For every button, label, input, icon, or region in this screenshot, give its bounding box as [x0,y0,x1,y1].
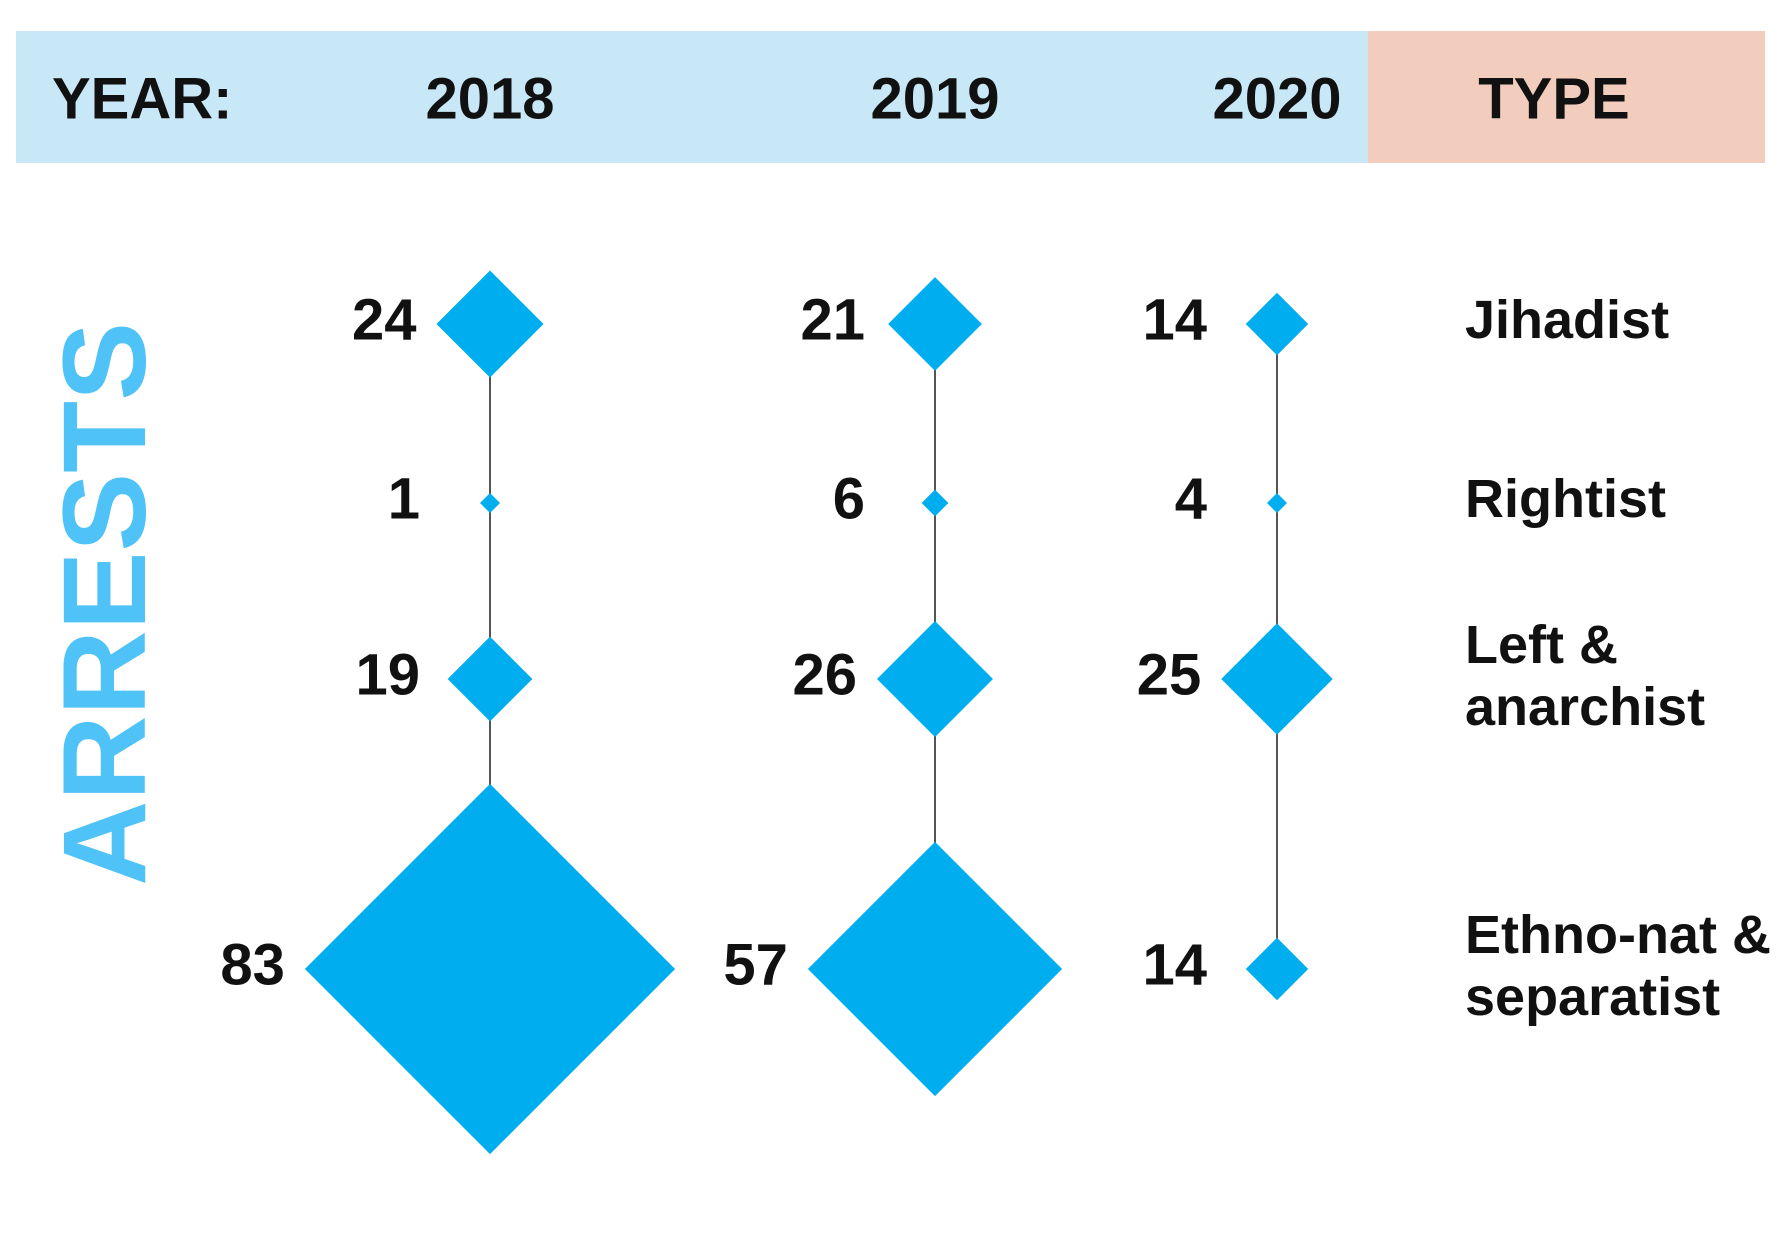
value-label: 14 [1142,932,1207,997]
diamond [877,621,993,737]
category-label: Jihadist [1465,290,1669,350]
value-label: 21 [800,287,865,352]
diamond [436,270,544,378]
header-band [16,31,1368,163]
value-label: 4 [1175,466,1207,531]
value-label: 57 [723,932,788,997]
header-label: YEAR: [52,66,232,131]
diamond [1245,937,1309,1001]
type-header-band [1368,31,1765,163]
year-label: 2019 [870,66,999,131]
year-label: 2020 [1212,66,1341,131]
y-label: ARRESTS [39,322,171,886]
value-label: 19 [355,642,420,707]
diamond [1267,493,1287,513]
diamond [1221,623,1333,735]
value-label: 14 [1142,287,1207,352]
value-label: 83 [220,932,285,997]
year-label: 2018 [425,66,554,131]
diamond [1245,292,1309,356]
value-label: 1 [388,466,420,531]
category-label: Left & anarchist [1465,615,1705,737]
diamond [807,841,1063,1097]
category-label: Rightist [1465,469,1666,529]
value-label: 6 [833,466,865,531]
diamond [304,783,676,1155]
type-header: TYPE [1478,66,1630,131]
value-label: 24 [352,287,417,352]
value-label: 25 [1137,642,1202,707]
diamond [480,493,500,513]
category-label: Ethno-nat & separatist [1465,905,1771,1027]
diamond [888,277,982,371]
diamond [921,489,949,517]
diamond [447,636,533,722]
value-label: 26 [793,642,858,707]
